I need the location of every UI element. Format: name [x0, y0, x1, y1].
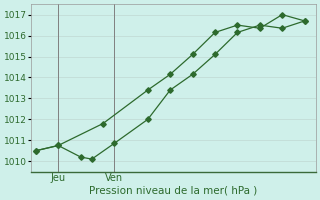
X-axis label: Pression niveau de la mer( hPa ): Pression niveau de la mer( hPa ) — [90, 186, 258, 196]
